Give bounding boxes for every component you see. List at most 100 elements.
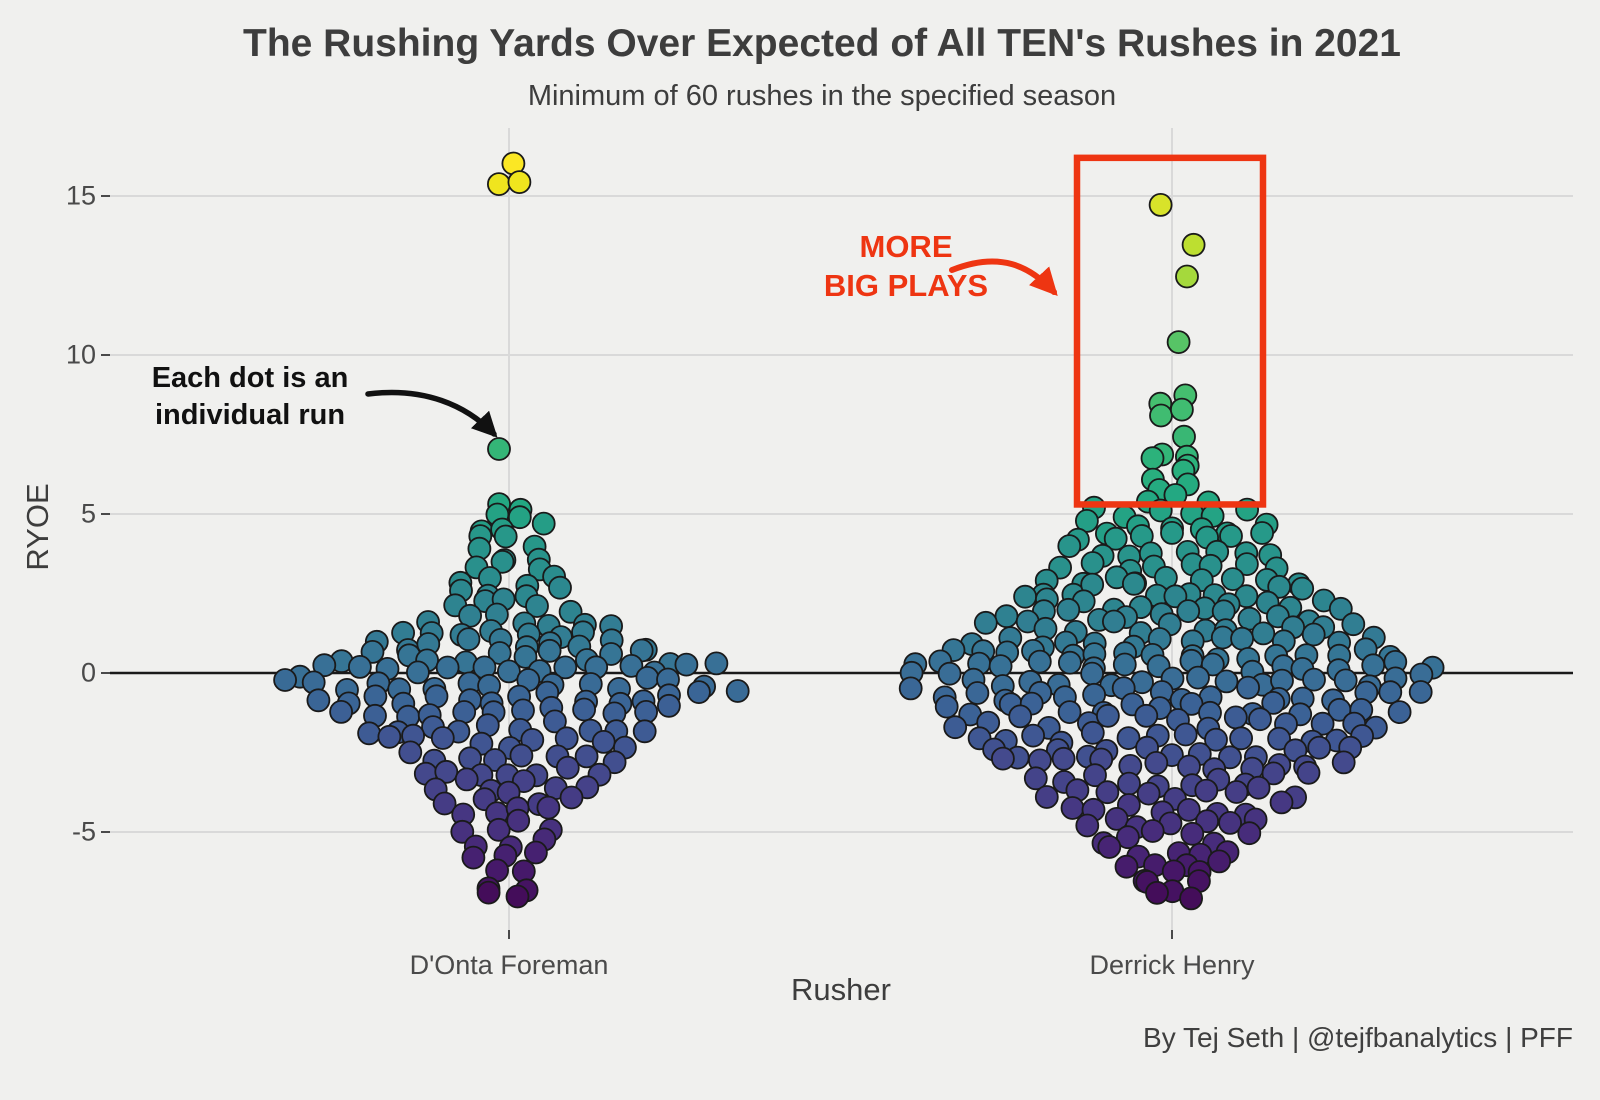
run-dot: [1200, 652, 1225, 677]
run-dot: [635, 666, 660, 690]
run-dot: [943, 715, 968, 740]
big-plays-highlight-box: [1073, 154, 1267, 508]
run-dot: [988, 654, 1013, 678]
run-dot: [493, 524, 518, 549]
run-dot: [937, 661, 962, 686]
run-dot: [1145, 880, 1169, 905]
run-dot: [1250, 521, 1274, 545]
run-dot: [1214, 669, 1239, 694]
run-dot: [1246, 775, 1271, 800]
run-dot: [1261, 691, 1286, 715]
run-dot: [991, 746, 1015, 771]
annotation-each-dot-line1: Each dot is an: [151, 362, 349, 394]
run-dot: [572, 697, 596, 722]
run-dot: [1229, 726, 1253, 751]
run-dot: [1166, 330, 1191, 355]
y-tick-label: 5: [80, 498, 96, 529]
run-dot: [1116, 825, 1140, 850]
run-dot: [1102, 609, 1126, 634]
run-dot: [1075, 509, 1099, 533]
run-dot: [486, 172, 511, 197]
run-dot: [1116, 726, 1141, 750]
run-dot: [1104, 807, 1129, 831]
run-dot: [476, 880, 501, 905]
run-dot: [725, 679, 750, 703]
run-dot: [329, 700, 354, 724]
run-dot: [357, 721, 382, 746]
run-dot: [1290, 576, 1315, 601]
run-dot: [483, 748, 507, 772]
run-dot: [537, 638, 562, 663]
run-dot: [619, 654, 644, 678]
run-dot: [1207, 849, 1232, 874]
run-dot: [1180, 821, 1205, 846]
y-tick-label: 15: [65, 180, 96, 211]
run-dot: [490, 549, 515, 574]
annotation-each-dot: Each dot is an individual run: [130, 360, 370, 434]
run-dot: [456, 627, 481, 652]
run-dot: [524, 840, 548, 865]
run-dot: [435, 655, 460, 680]
run-dot: [461, 845, 486, 870]
run-dot: [1083, 763, 1107, 788]
run-dot: [965, 681, 990, 705]
run-dot: [1269, 790, 1294, 815]
run-dot: [1140, 819, 1165, 843]
run-dot: [1056, 597, 1081, 622]
run-dot: [632, 719, 657, 744]
run-dot: [1080, 661, 1104, 686]
run-dot: [398, 740, 423, 765]
run-dot: [347, 655, 372, 679]
run-dot: [543, 709, 567, 734]
run-dot: [555, 755, 580, 780]
run-dot: [1034, 785, 1059, 809]
run-dot: [599, 642, 623, 666]
run-dot: [1058, 650, 1082, 675]
run-dot: [1097, 835, 1122, 859]
run-dot: [1310, 711, 1335, 736]
run-dot: [1302, 667, 1326, 692]
run-dot: [1341, 612, 1366, 637]
run-dot: [934, 694, 959, 719]
run-dot: [1224, 780, 1249, 804]
run-dot: [507, 505, 532, 530]
run-dot: [531, 511, 556, 536]
run-dot: [1117, 771, 1141, 796]
run-dot: [1408, 680, 1433, 704]
run-dot: [1248, 707, 1272, 732]
run-dot: [1051, 746, 1076, 771]
run-dot: [1112, 652, 1137, 677]
run-dot: [1021, 723, 1045, 748]
run-dot: [1261, 761, 1286, 786]
chart-subtitle: Minimum of 60 rushes in the specified se…: [527, 80, 1117, 112]
run-dot: [536, 795, 561, 820]
run-dot: [1236, 675, 1260, 700]
run-dot: [454, 767, 479, 792]
annotation-more-big-plays-line2: BIG PLAYS: [823, 267, 989, 303]
run-dot: [513, 645, 538, 669]
run-dot: [1220, 567, 1245, 591]
run-dot: [1144, 751, 1169, 775]
run-dot: [1267, 726, 1291, 751]
run-dot: [306, 688, 331, 713]
run-dot: [1114, 854, 1139, 879]
run-dot: [1173, 722, 1198, 747]
run-dot: [1080, 551, 1105, 575]
run-dot: [1361, 653, 1386, 678]
run-dot: [1136, 781, 1161, 806]
run-dot: [1301, 622, 1326, 647]
run-dot: [1057, 700, 1082, 724]
run-dot: [525, 594, 549, 618]
run-dot: [507, 170, 532, 195]
run-dot: [898, 676, 923, 701]
run-dot: [1095, 780, 1120, 805]
run-dot: [1172, 424, 1196, 449]
x-tick-label: D'Onta Foreman: [409, 950, 609, 980]
run-dot: [1296, 760, 1321, 785]
run-dot: [487, 437, 511, 461]
run-dot: [1219, 524, 1243, 548]
y-tick-label: -5: [71, 816, 96, 847]
run-dot: [405, 660, 430, 685]
run-dot: [434, 759, 459, 784]
